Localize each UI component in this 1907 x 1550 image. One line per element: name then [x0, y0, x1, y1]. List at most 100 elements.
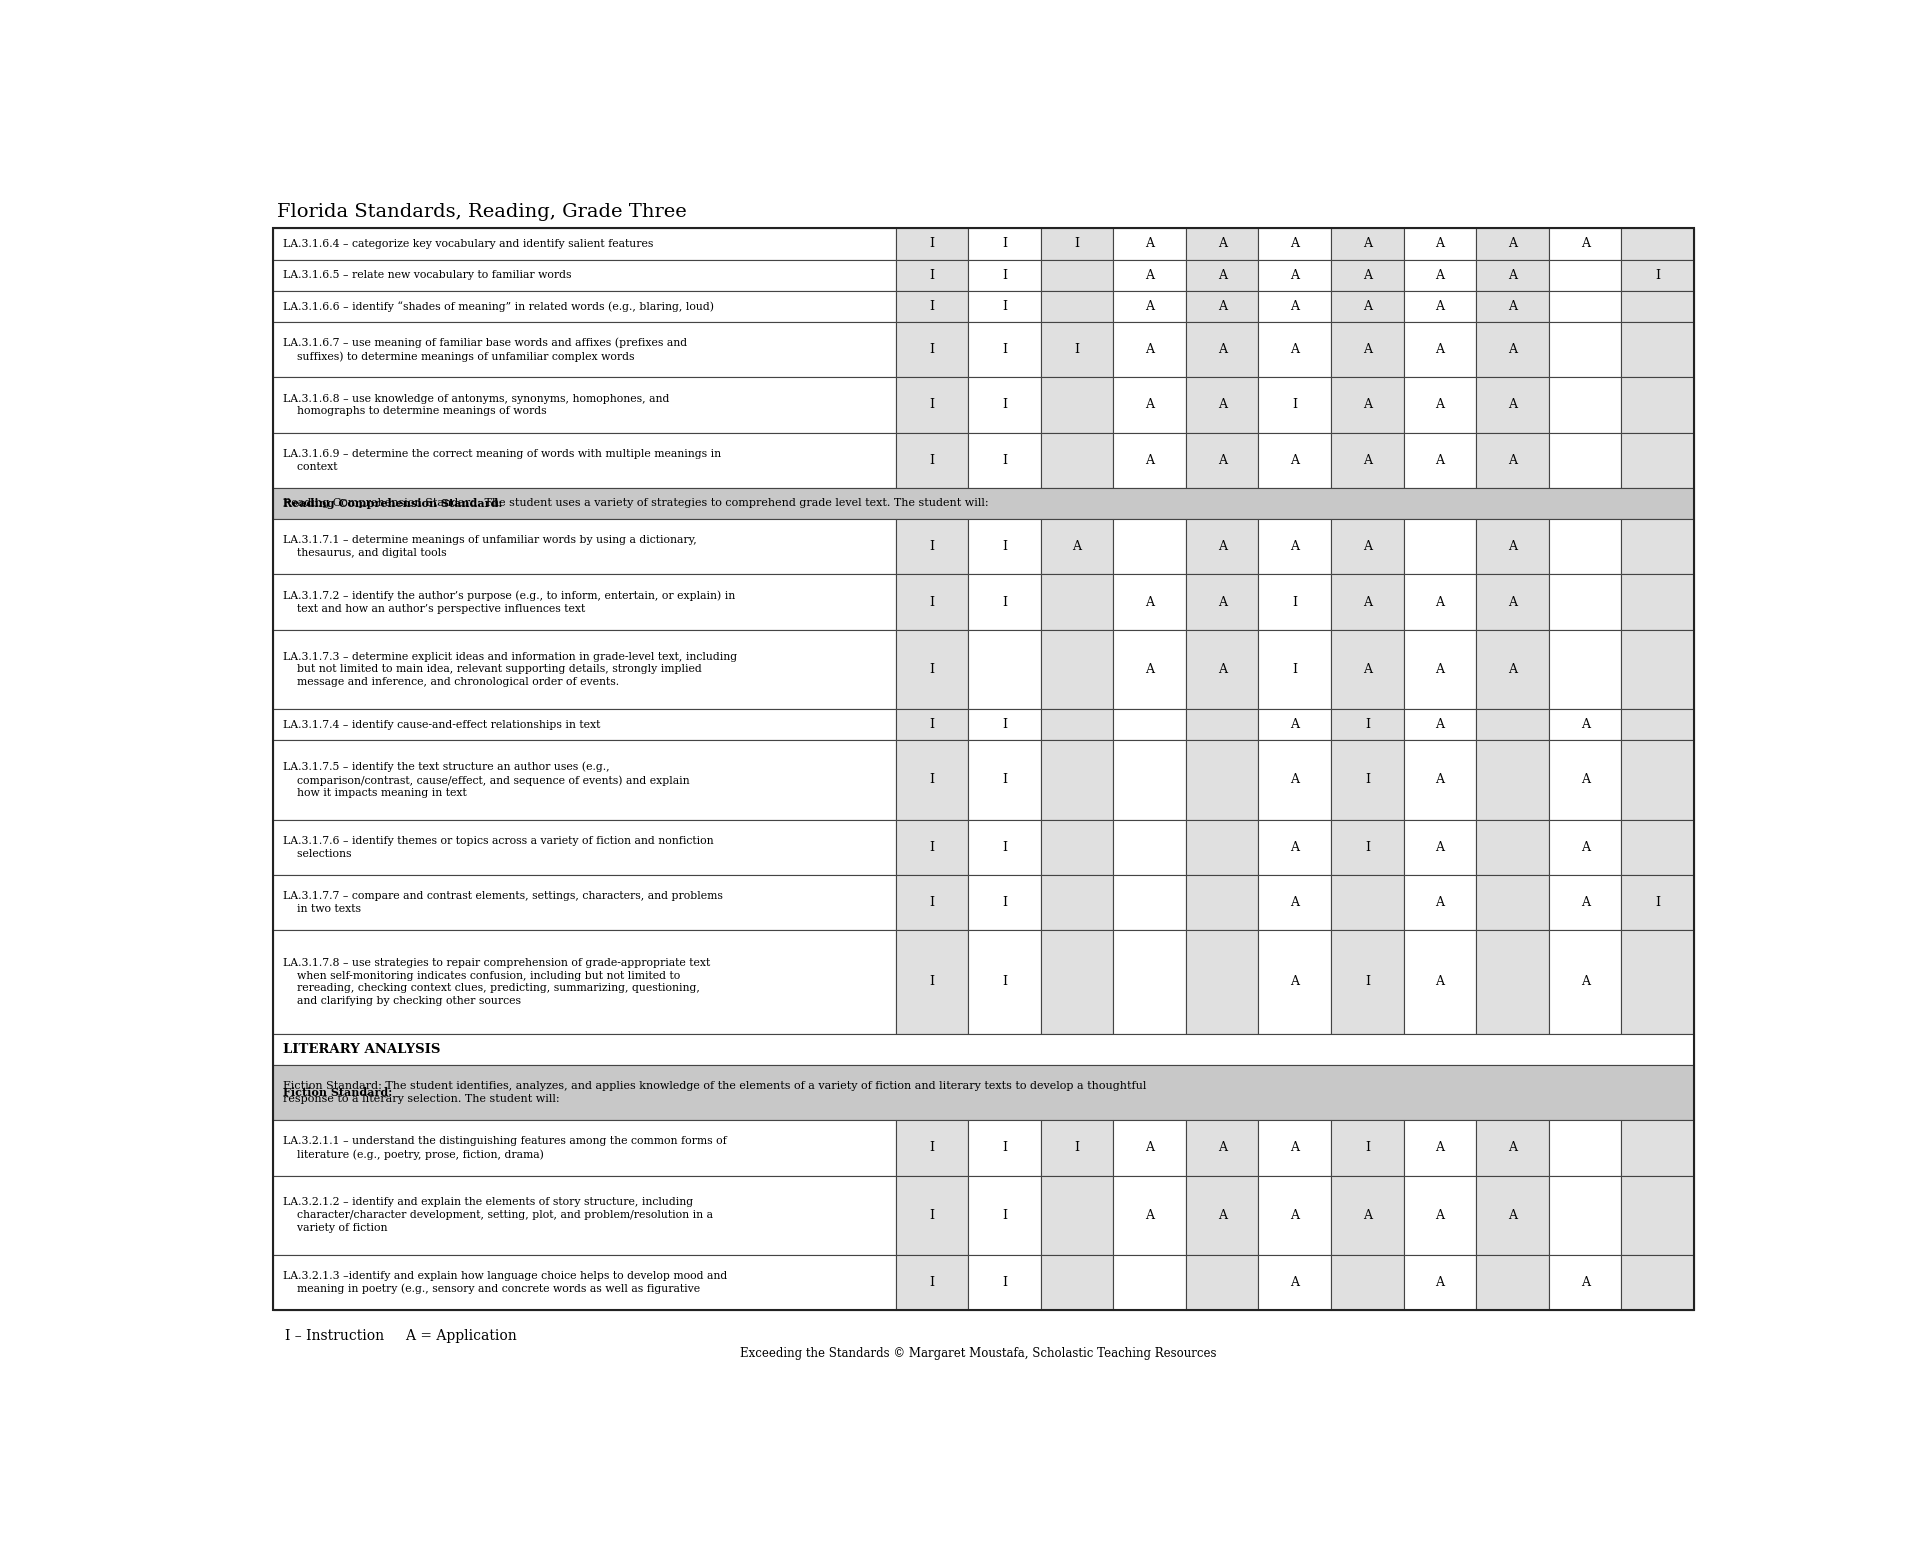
- Bar: [1548, 228, 1621, 259]
- Text: I: I: [1001, 718, 1007, 732]
- Text: I: I: [929, 268, 934, 282]
- Text: Florida Standards, Reading, Grade Three: Florida Standards, Reading, Grade Three: [277, 203, 687, 222]
- Text: I: I: [929, 299, 934, 313]
- Bar: [1186, 291, 1259, 322]
- Bar: [1621, 432, 1693, 488]
- Text: A: A: [1144, 398, 1154, 411]
- Text: LA.3.1.6.9 – determine the correct meaning of words with multiple meanings in
  : LA.3.1.6.9 – determine the correct meani…: [282, 449, 721, 471]
- Text: I: I: [1001, 595, 1007, 609]
- Bar: [1331, 1256, 1404, 1310]
- Bar: [1186, 708, 1259, 741]
- Bar: [1621, 1121, 1693, 1175]
- Bar: [1186, 377, 1259, 432]
- Bar: [1186, 519, 1259, 575]
- Bar: [967, 228, 1039, 259]
- Bar: [1039, 930, 1114, 1034]
- Text: I: I: [929, 840, 934, 854]
- Text: A: A: [1579, 840, 1589, 854]
- Bar: [894, 820, 967, 874]
- Text: LA.3.1.7.1 – determine meanings of unfamiliar words by using a dictionary,
    t: LA.3.1.7.1 – determine meanings of unfam…: [282, 535, 696, 558]
- Bar: [1331, 291, 1404, 322]
- Text: A: A: [1217, 663, 1226, 676]
- Text: LA.3.1.6.8 – use knowledge of antonyms, synonyms, homophones, and
    homographs: LA.3.1.6.8 – use knowledge of antonyms, …: [282, 394, 669, 417]
- Bar: [1548, 291, 1621, 322]
- Bar: [1331, 930, 1404, 1034]
- Bar: [894, 741, 967, 820]
- Text: A: A: [1144, 299, 1154, 313]
- Bar: [273, 228, 894, 259]
- Text: A: A: [1362, 541, 1371, 553]
- Bar: [1114, 575, 1186, 629]
- Bar: [1114, 519, 1186, 575]
- Text: LA.3.1.7.4 – identify cause-and-effect relationships in text: LA.3.1.7.4 – identify cause-and-effect r…: [282, 719, 599, 730]
- Text: I: I: [1364, 1141, 1369, 1155]
- Text: LA.3.1.7.8 – use strategies to repair comprehension of grade-appropriate text
  : LA.3.1.7.8 – use strategies to repair co…: [282, 958, 709, 1006]
- Bar: [1331, 259, 1404, 291]
- Text: A: A: [1579, 975, 1589, 989]
- Bar: [894, 575, 967, 629]
- Text: A: A: [1434, 1276, 1444, 1290]
- Text: I: I: [929, 541, 934, 553]
- Bar: [273, 1034, 1693, 1065]
- Text: I: I: [1364, 718, 1369, 732]
- Bar: [967, 741, 1039, 820]
- Text: I: I: [929, 975, 934, 989]
- Bar: [273, 1256, 894, 1310]
- Text: I: I: [1001, 1276, 1007, 1290]
- Bar: [1331, 322, 1404, 377]
- Bar: [894, 874, 967, 930]
- Text: A: A: [1434, 454, 1444, 467]
- Text: I: I: [1074, 1141, 1079, 1155]
- Bar: [894, 377, 967, 432]
- Bar: [894, 708, 967, 741]
- Bar: [1621, 291, 1693, 322]
- Text: A: A: [1507, 454, 1516, 467]
- Text: LA.3.1.7.3 – determine explicit ideas and information in grade-level text, inclu: LA.3.1.7.3 – determine explicit ideas an…: [282, 651, 736, 687]
- Bar: [1039, 432, 1114, 488]
- Text: LA.3.1.7.6 – identify themes or topics across a variety of fiction and nonfictio: LA.3.1.7.6 – identify themes or topics a…: [282, 835, 713, 859]
- Bar: [1259, 629, 1331, 708]
- Text: I: I: [929, 1209, 934, 1221]
- Text: A: A: [1579, 718, 1589, 732]
- Bar: [273, 291, 894, 322]
- Bar: [894, 432, 967, 488]
- Bar: [1186, 741, 1259, 820]
- Text: A: A: [1579, 896, 1589, 910]
- Bar: [1331, 432, 1404, 488]
- Text: A: A: [1217, 343, 1226, 356]
- Bar: [273, 1065, 1693, 1121]
- Text: I – Instruction     A = Application: I – Instruction A = Application: [284, 1330, 517, 1344]
- Bar: [1114, 1121, 1186, 1175]
- Text: I: I: [929, 595, 934, 609]
- Text: I: I: [1074, 343, 1079, 356]
- Bar: [1404, 874, 1476, 930]
- Text: A: A: [1362, 343, 1371, 356]
- Bar: [967, 874, 1039, 930]
- Text: I: I: [1653, 268, 1659, 282]
- Text: I: I: [1001, 840, 1007, 854]
- Text: I: I: [929, 773, 934, 786]
- Bar: [1621, 259, 1693, 291]
- Bar: [1476, 228, 1548, 259]
- Bar: [1039, 874, 1114, 930]
- Text: A: A: [1434, 840, 1444, 854]
- Bar: [1114, 1175, 1186, 1256]
- Text: LA.3.2.1.3 –identify and explain how language choice helps to develop mood and
 : LA.3.2.1.3 –identify and explain how lan…: [282, 1271, 727, 1294]
- Bar: [1548, 820, 1621, 874]
- Text: A: A: [1289, 343, 1299, 356]
- Text: A: A: [1434, 663, 1444, 676]
- Bar: [1476, 1121, 1548, 1175]
- Bar: [1548, 930, 1621, 1034]
- Text: I: I: [929, 454, 934, 467]
- Bar: [1331, 629, 1404, 708]
- Bar: [1259, 1175, 1331, 1256]
- Bar: [1404, 259, 1476, 291]
- Text: I: I: [1001, 343, 1007, 356]
- Bar: [1548, 1256, 1621, 1310]
- Bar: [967, 322, 1039, 377]
- Bar: [1404, 377, 1476, 432]
- Bar: [1404, 708, 1476, 741]
- Text: A: A: [1579, 237, 1589, 251]
- Text: A: A: [1507, 1209, 1516, 1221]
- Bar: [1331, 519, 1404, 575]
